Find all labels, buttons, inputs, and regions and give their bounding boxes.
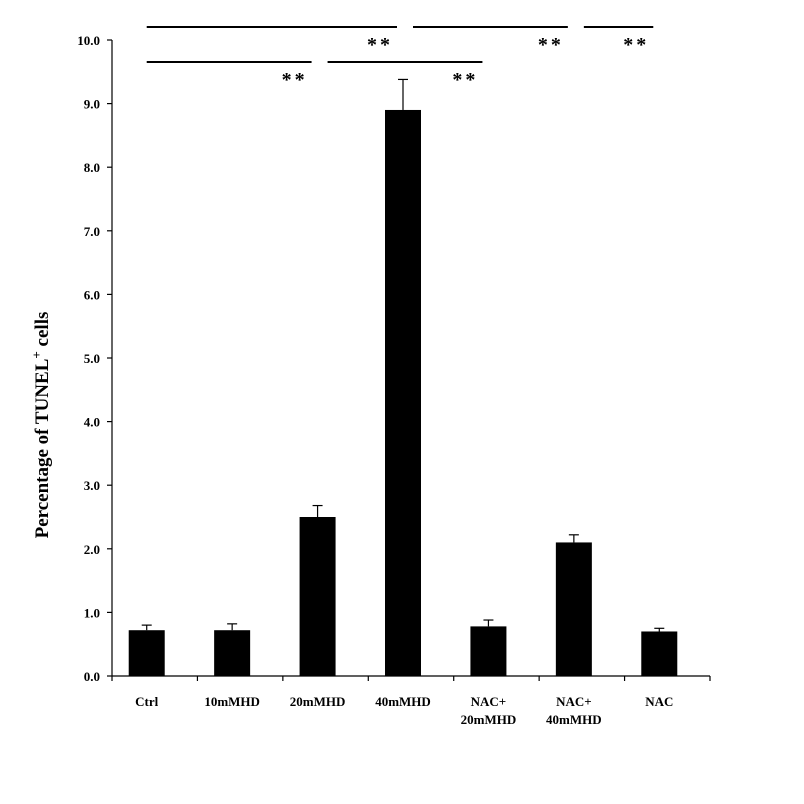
y-tick-label: 8.0 bbox=[84, 160, 100, 175]
x-tick-label: NAC bbox=[645, 694, 673, 709]
bar bbox=[128, 630, 165, 676]
bars bbox=[128, 109, 678, 676]
y-tick-label: 2.0 bbox=[84, 542, 100, 557]
x-tick-label: 10mMHD bbox=[204, 694, 260, 709]
y-tick-label: 3.0 bbox=[84, 478, 100, 493]
x-axis: Ctrl 10mMHD 20mMHD 40mMHD NAC+ 20mMHD NAC+ 40mM… bbox=[111, 675, 711, 727]
significance-label: ** bbox=[623, 34, 649, 56]
bar bbox=[470, 626, 507, 676]
y-tick-label: 7.0 bbox=[84, 224, 100, 239]
error-bars bbox=[141, 78, 665, 632]
significance-label: ** bbox=[282, 69, 308, 91]
x-tick-label: Ctrl bbox=[135, 694, 158, 709]
bar bbox=[214, 630, 251, 676]
bar bbox=[385, 109, 421, 676]
significance-brackets: ** ** ** ** ** bbox=[146, 26, 654, 91]
bar bbox=[555, 542, 592, 676]
bar bbox=[299, 517, 336, 676]
y-tick-label: 10.0 bbox=[77, 33, 100, 48]
significance-label: ** bbox=[452, 69, 478, 91]
y-tick-label: 9.0 bbox=[84, 97, 100, 112]
y-tick-label: 0.0 bbox=[84, 669, 100, 684]
significance-label: ** bbox=[367, 34, 393, 56]
y-tick-label: 1.0 bbox=[84, 605, 100, 620]
x-tick-label: NAC+ 40mMHD bbox=[546, 694, 602, 727]
y-tick-label: 6.0 bbox=[84, 287, 100, 302]
x-tick-label: 20mMHD bbox=[290, 694, 346, 709]
bar bbox=[641, 631, 678, 676]
y-tick-label: 5.0 bbox=[84, 351, 100, 366]
y-axis: 0.0 1.0 2.0 3.0 4.0 5.0 6.0 7.0 8.0 9.0 10.0 bbox=[77, 33, 113, 684]
x-tick-label: NAC+ 20mMHD bbox=[461, 694, 517, 727]
y-tick-label: 4.0 bbox=[84, 415, 100, 430]
y-axis-label: Percentage of TUNEL+ cells bbox=[29, 312, 53, 539]
significance-label: ** bbox=[538, 34, 564, 56]
x-tick-label: 40mMHD bbox=[375, 694, 431, 709]
